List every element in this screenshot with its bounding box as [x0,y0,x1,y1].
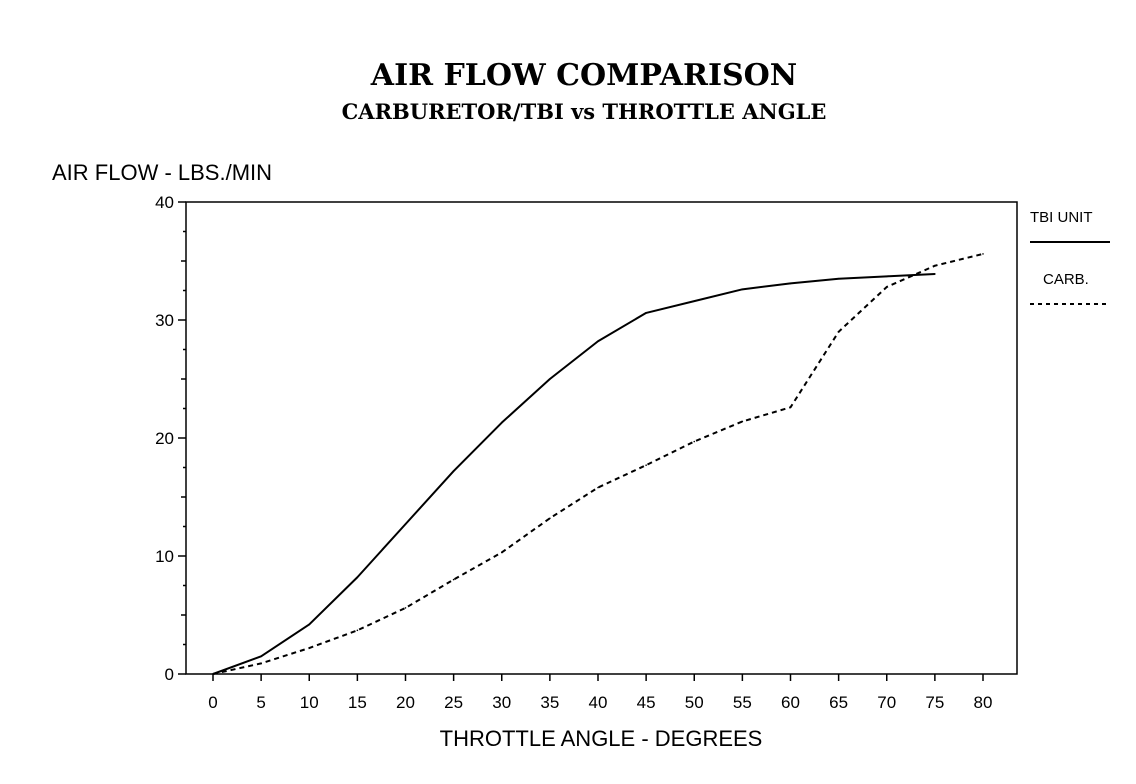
series-line-carb [212,252,984,675]
x-tick-label: 30 [492,693,511,712]
series-line-tbi [212,272,935,675]
data-point [837,331,840,333]
x-tick-label: 15 [348,693,367,712]
data-point [452,578,455,581]
data-point [549,378,551,380]
y-tick-label: 40 [155,193,174,212]
data-point [500,421,503,424]
x-tick-label: 50 [685,693,704,712]
data-point [549,517,551,520]
x-tick-label: 20 [396,693,415,712]
data-point [308,647,311,649]
x-tick-label: 55 [733,693,752,712]
legend-label-carb: CARB. [1043,271,1089,288]
data-point [260,662,262,665]
data-point [356,629,359,632]
y-tick-label: 30 [155,311,174,330]
plot-frame [185,201,1018,675]
data-point [404,607,407,609]
data-point [789,282,792,285]
legend-label-tbi: TBI UNIT [1030,209,1093,226]
data-point [597,486,599,489]
data-point [741,288,744,291]
data-point [693,440,696,443]
y-tick-label: 0 [165,665,174,684]
data-point [260,655,262,658]
data-point [356,576,359,579]
x-tick-label: 0 [208,693,217,712]
data-point [597,340,599,343]
data-point [693,300,696,302]
x-tick-label: 65 [829,693,848,712]
chart-title: AIR FLOW COMPARISON [370,58,797,93]
data-point [500,551,503,554]
data-point [645,464,647,466]
data-point [789,406,792,409]
data-point [934,273,936,275]
data-point [982,253,984,255]
y-tick-label: 10 [155,547,174,566]
x-tick-label: 35 [540,693,559,712]
x-axis-label: THROTTLE ANGLE - DEGREES [440,726,763,751]
x-tick-label: 40 [589,693,608,712]
data-point [404,523,407,525]
data-point [645,312,647,314]
x-tick-label: 80 [974,693,993,712]
data-point [885,286,888,288]
chart-subtitle: CARBURETOR/TBI vs THROTTLE ANGLE [342,99,827,124]
x-tick-label: 75 [925,693,944,712]
x-tick-label: 10 [300,693,319,712]
y-tick-label: 20 [155,429,174,448]
data-point [837,277,840,280]
data-point [934,264,936,267]
x-tick-label: 25 [444,693,463,712]
x-tick-label: 70 [877,693,896,712]
x-tick-label: 5 [256,693,265,712]
x-tick-label: 45 [637,693,656,712]
data-point [885,275,888,278]
data-point [741,420,744,423]
data-point [308,623,311,626]
data-point [212,673,214,675]
data-point [452,470,455,472]
x-tick-label: 60 [781,693,800,712]
y-axis-label: AIR FLOW - LBS./MIN [52,160,272,185]
